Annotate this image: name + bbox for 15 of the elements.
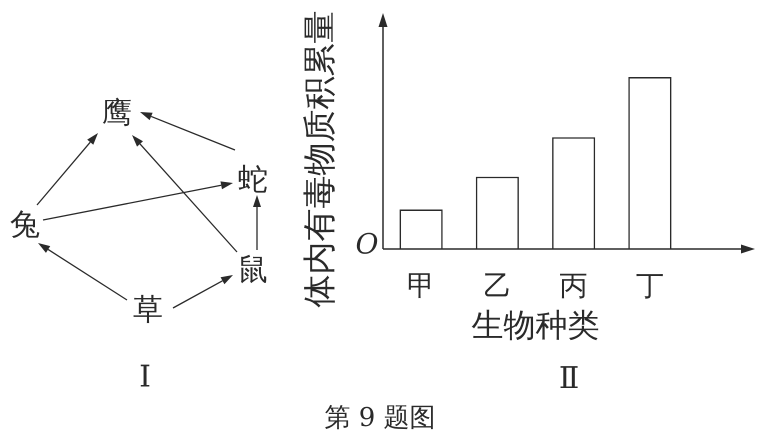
text: Ⅱ [558,360,580,396]
text: 草 [133,292,163,328]
text: 鹰 [102,96,132,130]
text: 蛇 [238,162,268,198]
y-axis-title: 体内有毒物质积累量 [300,10,339,308]
x-axis-title: 生物种类 [472,306,600,344]
text: 兔 [10,208,40,242]
x-tick-label: 乙 [483,269,512,302]
x-tick-label: 丁 [636,269,664,302]
text: 第 9 题图 [324,402,436,432]
x-tick-label: 甲 [407,269,436,302]
text: Ⅰ [139,360,151,394]
x-tick-label: 丙 [560,269,588,302]
text: 鼠 [238,252,268,288]
text: O [356,227,379,260]
